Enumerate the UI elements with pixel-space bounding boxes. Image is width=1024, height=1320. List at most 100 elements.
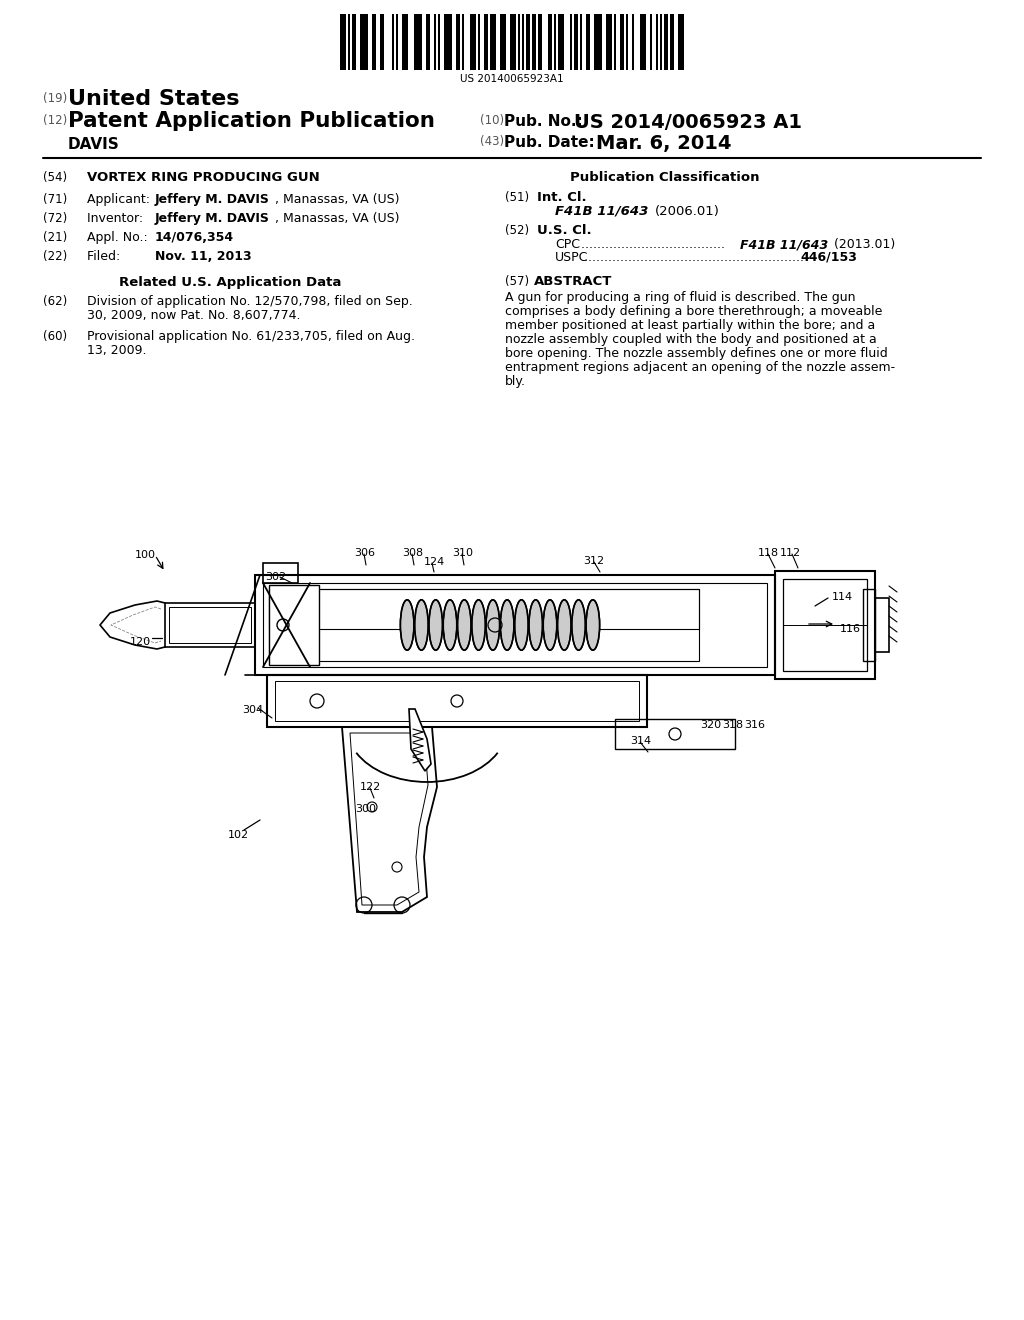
Bar <box>574 15 578 70</box>
Text: 116: 116 <box>840 624 861 634</box>
Text: Applicant:: Applicant: <box>87 193 158 206</box>
Text: U.S. Cl.: U.S. Cl. <box>537 224 592 238</box>
Bar <box>510 15 516 70</box>
Bar <box>670 15 674 70</box>
Text: bly.: bly. <box>505 375 526 388</box>
Text: Mar. 6, 2014: Mar. 6, 2014 <box>596 135 731 153</box>
Text: United States: United States <box>68 88 240 110</box>
Text: 314: 314 <box>630 737 651 746</box>
Text: 446/153: 446/153 <box>800 251 857 264</box>
Bar <box>548 15 552 70</box>
Text: 13, 2009.: 13, 2009. <box>87 345 146 356</box>
Text: Division of application No. 12/570,798, filed on Sep.: Division of application No. 12/570,798, … <box>87 294 413 308</box>
Ellipse shape <box>415 599 428 651</box>
Text: 302: 302 <box>265 572 286 582</box>
Text: 124: 124 <box>424 557 445 568</box>
Bar <box>269 589 699 661</box>
Bar <box>656 15 658 70</box>
Bar <box>558 15 564 70</box>
Text: 14/076,354: 14/076,354 <box>155 231 234 244</box>
Ellipse shape <box>458 599 471 651</box>
Text: 122: 122 <box>360 781 381 792</box>
Text: nozzle assembly coupled with the body and positioned at a: nozzle assembly coupled with the body an… <box>505 333 877 346</box>
Text: (51): (51) <box>505 191 529 205</box>
Bar <box>580 15 582 70</box>
Text: (2013.01): (2013.01) <box>830 238 895 251</box>
Bar <box>426 15 430 70</box>
Ellipse shape <box>443 599 457 651</box>
Bar <box>664 15 668 70</box>
Bar <box>650 15 652 70</box>
Text: Pub. Date:: Pub. Date: <box>504 135 595 150</box>
Ellipse shape <box>557 599 571 651</box>
Bar <box>615 719 735 748</box>
Bar <box>620 15 624 70</box>
Text: Publication Classification: Publication Classification <box>570 172 760 183</box>
Text: (43): (43) <box>480 135 504 148</box>
Bar <box>352 15 356 70</box>
Text: , Manassas, VA (US): , Manassas, VA (US) <box>275 193 399 206</box>
Ellipse shape <box>486 599 500 651</box>
Text: Pub. No.:: Pub. No.: <box>504 114 583 129</box>
Text: (19): (19) <box>43 92 68 106</box>
Text: Related U.S. Application Data: Related U.S. Application Data <box>119 276 341 289</box>
Text: (22): (22) <box>43 249 68 263</box>
Text: 30, 2009, now Pat. No. 8,607,774.: 30, 2009, now Pat. No. 8,607,774. <box>87 309 300 322</box>
Ellipse shape <box>429 599 442 651</box>
Text: (57): (57) <box>505 275 529 288</box>
Text: CPC: CPC <box>555 238 580 251</box>
Bar <box>522 15 524 70</box>
Text: (54): (54) <box>43 172 68 183</box>
Bar <box>783 579 867 671</box>
Text: (52): (52) <box>505 224 529 238</box>
Text: 114: 114 <box>831 591 853 602</box>
Text: 312: 312 <box>583 556 604 566</box>
Text: 304: 304 <box>242 705 263 715</box>
Text: 120: 120 <box>130 638 152 647</box>
Bar <box>632 15 634 70</box>
Text: entrapment regions adjacent an opening of the nozzle assem-: entrapment regions adjacent an opening o… <box>505 360 895 374</box>
Bar <box>518 15 520 70</box>
Bar <box>678 15 684 70</box>
Text: Jeffery M. DAVIS: Jeffery M. DAVIS <box>155 193 270 206</box>
Bar <box>532 15 536 70</box>
Text: Jeffery M. DAVIS: Jeffery M. DAVIS <box>155 213 270 224</box>
Text: .......................................................: ........................................… <box>580 251 804 264</box>
Bar <box>444 15 452 70</box>
Bar <box>478 15 480 70</box>
Text: Appl. No.:: Appl. No.: <box>87 231 156 244</box>
Bar <box>263 564 298 583</box>
Bar <box>438 15 440 70</box>
Text: member positioned at least partially within the bore; and a: member positioned at least partially wit… <box>505 319 876 333</box>
Text: ....................................: .................................... <box>577 238 725 251</box>
Text: VORTEX RING PRODUCING GUN: VORTEX RING PRODUCING GUN <box>87 172 319 183</box>
Bar <box>392 15 394 70</box>
Text: (62): (62) <box>43 294 68 308</box>
Text: Int. Cl.: Int. Cl. <box>537 191 587 205</box>
Bar <box>775 572 874 678</box>
Bar <box>360 15 368 70</box>
Text: Provisional application No. 61/233,705, filed on Aug.: Provisional application No. 61/233,705, … <box>87 330 415 343</box>
Text: (21): (21) <box>43 231 68 244</box>
Text: 118: 118 <box>758 548 779 558</box>
Text: (2006.01): (2006.01) <box>655 205 720 218</box>
Ellipse shape <box>529 599 543 651</box>
Bar <box>626 15 628 70</box>
Text: A gun for producing a ring of fluid is described. The gun: A gun for producing a ring of fluid is d… <box>505 290 855 304</box>
Bar <box>526 15 530 70</box>
Bar <box>275 681 639 721</box>
Text: (71): (71) <box>43 193 68 206</box>
Text: Nov. 11, 2013: Nov. 11, 2013 <box>155 249 252 263</box>
Ellipse shape <box>472 599 485 651</box>
Text: 316: 316 <box>744 719 765 730</box>
Text: Filed:: Filed: <box>87 249 157 263</box>
Text: (60): (60) <box>43 330 68 343</box>
Text: (10): (10) <box>480 114 504 127</box>
Bar <box>554 15 556 70</box>
Text: 320: 320 <box>700 719 721 730</box>
Bar <box>470 15 476 70</box>
Bar <box>874 598 889 652</box>
Text: 100: 100 <box>135 550 156 560</box>
Ellipse shape <box>515 599 528 651</box>
Bar <box>380 15 384 70</box>
